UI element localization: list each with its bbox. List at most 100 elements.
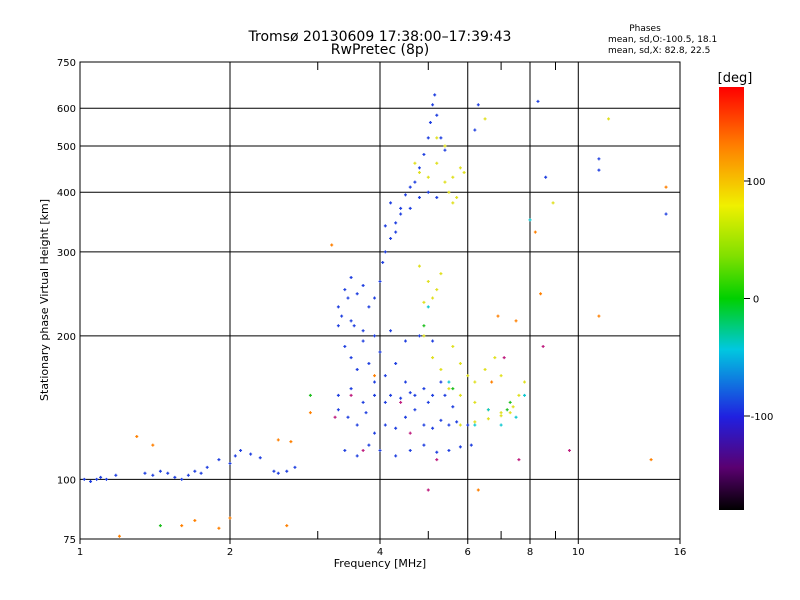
data-point bbox=[426, 279, 430, 283]
x-tick-label: 1 bbox=[77, 547, 83, 558]
data-point bbox=[426, 305, 430, 309]
data-point bbox=[502, 356, 506, 360]
data-point bbox=[361, 329, 365, 333]
data-point bbox=[399, 396, 403, 400]
data-point bbox=[249, 452, 253, 456]
data-point bbox=[239, 448, 243, 452]
data-point bbox=[193, 519, 197, 523]
y-axis-label: Stationary phase Virtual Height [km] bbox=[38, 199, 51, 401]
colorbar-tick-label: 0 bbox=[753, 295, 759, 306]
data-point bbox=[336, 324, 340, 328]
data-point bbox=[473, 128, 477, 132]
data-point bbox=[343, 448, 347, 452]
data-point bbox=[346, 415, 350, 419]
data-point bbox=[258, 456, 262, 460]
x-tick-label: 16 bbox=[674, 547, 687, 558]
data-point bbox=[180, 477, 184, 481]
data-point bbox=[394, 221, 398, 225]
data-point bbox=[285, 469, 289, 473]
data-point bbox=[117, 534, 121, 538]
data-point bbox=[439, 367, 443, 371]
data-point bbox=[403, 415, 407, 419]
data-point bbox=[330, 243, 334, 247]
colorbar-tick-label: -100 bbox=[751, 412, 774, 423]
data-point bbox=[276, 438, 280, 442]
data-point bbox=[186, 473, 190, 477]
data-point bbox=[422, 152, 426, 156]
data-point bbox=[217, 526, 221, 530]
data-point bbox=[431, 103, 435, 107]
y-tick-label: 400 bbox=[57, 188, 76, 199]
data-point bbox=[473, 400, 477, 404]
data-point bbox=[447, 387, 451, 391]
data-point bbox=[205, 465, 209, 469]
data-point bbox=[394, 426, 398, 430]
data-point bbox=[462, 170, 466, 174]
data-point bbox=[193, 469, 197, 473]
data-point bbox=[431, 426, 435, 430]
data-point bbox=[417, 170, 421, 174]
data-point bbox=[373, 393, 377, 397]
data-point bbox=[408, 391, 412, 395]
data-point bbox=[533, 230, 537, 234]
data-point bbox=[289, 440, 293, 444]
data-point bbox=[451, 387, 455, 391]
data-point bbox=[173, 475, 177, 479]
data-point bbox=[333, 415, 337, 419]
data-point bbox=[373, 334, 377, 338]
data-point bbox=[417, 166, 421, 170]
data-point bbox=[597, 157, 601, 161]
data-point bbox=[426, 488, 430, 492]
data-point bbox=[394, 454, 398, 458]
data-point bbox=[403, 380, 407, 384]
data-point bbox=[346, 296, 350, 300]
x-tick-label: 8 bbox=[527, 547, 533, 558]
data-point bbox=[447, 448, 451, 452]
data-point bbox=[435, 458, 439, 462]
data-points bbox=[82, 93, 668, 538]
data-point bbox=[426, 175, 430, 179]
data-point bbox=[82, 477, 86, 481]
data-point bbox=[426, 136, 430, 140]
data-point bbox=[394, 361, 398, 365]
data-point bbox=[435, 113, 439, 117]
data-point bbox=[408, 185, 412, 189]
data-point bbox=[364, 411, 368, 415]
data-point bbox=[539, 292, 543, 296]
data-point bbox=[439, 272, 443, 276]
data-point bbox=[272, 469, 276, 473]
data-point bbox=[517, 393, 521, 397]
data-point bbox=[349, 356, 353, 360]
data-point bbox=[355, 423, 359, 427]
data-point bbox=[431, 356, 435, 360]
data-point bbox=[458, 166, 462, 170]
data-point bbox=[664, 185, 668, 189]
stats-line-o: mean, sd,O:-100.5, 18.1 bbox=[608, 35, 717, 45]
data-point bbox=[166, 471, 170, 475]
data-point bbox=[541, 344, 545, 348]
plot-area: 1 2 4 6 8 10 16 75 100 200 300 400 500 600 750 bbox=[57, 58, 686, 558]
data-point bbox=[473, 423, 477, 427]
y-tick-label: 300 bbox=[57, 248, 76, 259]
data-point bbox=[431, 296, 435, 300]
data-point bbox=[435, 450, 439, 454]
x-tick-label: 6 bbox=[465, 547, 471, 558]
data-point bbox=[378, 448, 382, 452]
data-point bbox=[523, 393, 527, 397]
x-axis-label: Frequency [MHz] bbox=[334, 557, 426, 570]
data-point bbox=[435, 288, 439, 292]
data-point bbox=[199, 471, 203, 475]
data-point bbox=[413, 393, 417, 397]
data-point bbox=[158, 524, 162, 528]
data-point bbox=[458, 445, 462, 449]
data-point bbox=[355, 454, 359, 458]
data-point bbox=[217, 458, 221, 462]
data-point bbox=[389, 329, 393, 333]
data-point bbox=[361, 339, 365, 343]
data-point bbox=[417, 195, 421, 199]
data-point bbox=[352, 324, 356, 328]
data-point bbox=[336, 408, 340, 412]
data-point bbox=[473, 380, 477, 384]
data-point bbox=[367, 361, 371, 365]
data-point bbox=[466, 374, 470, 378]
